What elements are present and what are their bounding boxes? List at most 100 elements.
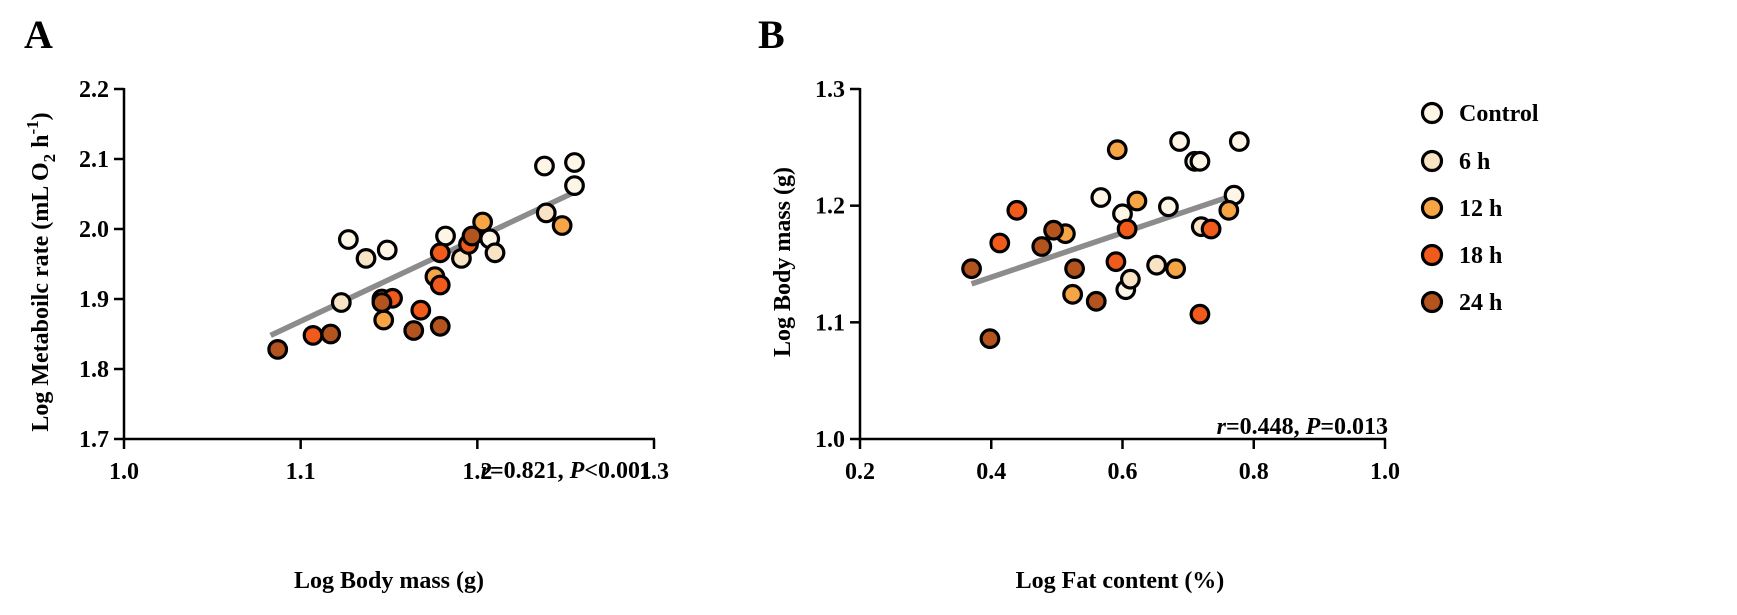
data-point-control xyxy=(1169,131,1190,152)
legend-label: Control xyxy=(1459,101,1539,127)
data-point-24h xyxy=(979,328,1001,350)
legend-item-18h: 18 h xyxy=(1420,243,1502,269)
data-point-12h xyxy=(1126,190,1148,212)
panel-a-y-tick-label: 1.9 xyxy=(79,287,109,313)
data-point-control xyxy=(564,175,585,197)
panel-b-x-tick-label: 0.6 xyxy=(1108,459,1138,485)
legend-marker xyxy=(1420,290,1444,314)
data-point-18h xyxy=(429,242,451,264)
data-point-18h xyxy=(429,274,451,296)
panel-a-fit-line xyxy=(269,188,580,338)
data-point-18h xyxy=(1200,218,1222,240)
data-point-12h xyxy=(1218,199,1240,221)
panel-a-y-tick-label: 1.8 xyxy=(79,357,109,383)
data-point-control xyxy=(337,229,359,250)
data-point-control xyxy=(1158,196,1179,218)
panel-b-x-tick-label: 0.8 xyxy=(1239,459,1269,485)
data-point-12h xyxy=(373,309,395,331)
panel-b-y-tick-label: 1.3 xyxy=(815,77,845,103)
data-point-24h xyxy=(371,292,393,313)
data-point-control xyxy=(376,239,398,261)
panel-b-x-tick-label: 0.2 xyxy=(845,459,875,485)
panel-b: B Log Body mass (g) Log Fat content (%) … xyxy=(758,12,1400,594)
data-point-6h xyxy=(1146,254,1168,276)
panel-a-y-tick-label: 2.1 xyxy=(79,147,109,173)
panel-b-x-tick-label: 0.4 xyxy=(976,459,1006,485)
data-point-24h xyxy=(961,258,982,280)
data-point-6h xyxy=(1119,268,1141,290)
data-point-6h xyxy=(535,202,557,224)
data-point-control xyxy=(534,155,555,177)
data-point-6h xyxy=(355,247,377,269)
legend-item-24h: 24 h xyxy=(1420,290,1502,316)
panel-b-x-axis-label: Log Fat content (%) xyxy=(1016,568,1225,594)
data-point-24h xyxy=(1043,219,1064,241)
legend-label: 6 h xyxy=(1459,149,1490,175)
panel-a-x-tick-label: 1.3 xyxy=(639,459,669,485)
panel-b-tick-labels: 0.2 0.4 0.6 0.8 1.0 1.0 1.1 1.2 1.3 xyxy=(815,77,1400,485)
legend-item-12h: 12 h xyxy=(1420,196,1502,222)
data-point-12h xyxy=(551,215,573,236)
panel-b-y-tick-label: 1.2 xyxy=(815,194,845,220)
data-point-18h xyxy=(410,299,432,321)
panel-b-y-tick-label: 1.1 xyxy=(815,310,845,336)
data-point-control xyxy=(564,152,585,173)
panel-b-y-axis-label: Log Body mass (g) xyxy=(770,167,796,357)
panel-b-y-tick-label: 1.0 xyxy=(815,427,845,453)
data-point-control xyxy=(1189,150,1211,172)
panel-a-points xyxy=(267,152,585,360)
panel-b-axes xyxy=(850,87,1387,449)
panel-a-y-tick-label: 2.2 xyxy=(79,77,109,103)
panel-b-label: B xyxy=(758,12,785,57)
regression-line xyxy=(970,191,1239,287)
data-point-control xyxy=(1228,131,1250,152)
panel-a-label: A xyxy=(24,12,53,57)
panel-a-y-tick-label: 2.0 xyxy=(79,217,109,243)
legend-item-6h: 6 h xyxy=(1420,149,1490,175)
data-point-24h xyxy=(1031,236,1053,257)
data-point-12h xyxy=(1106,139,1128,161)
data-point-24h xyxy=(1085,290,1107,312)
data-point-control xyxy=(435,225,456,247)
data-point-18h xyxy=(1006,199,1028,221)
data-point-24h xyxy=(320,323,342,345)
svg-text:Log Metaboilc rate (mL O2 h-1: Log Metaboilc rate (mL O2 h-1) xyxy=(23,112,59,431)
panel-a-y-tick-label: 1.7 xyxy=(79,427,109,453)
panel-b-stat-annotation: r=0.448, P=0.013 xyxy=(1217,414,1388,440)
legend-marker xyxy=(1420,149,1444,173)
legend-marker xyxy=(1420,196,1444,220)
panel-a: A Log Metaboilc rate (mL O2 h-1) Log Bod… xyxy=(23,12,669,594)
data-point-24h xyxy=(461,225,483,247)
data-point-24h xyxy=(1064,258,1085,280)
data-point-18h xyxy=(1189,303,1211,325)
legend: Control 6 h 12 h 18 h 24 h xyxy=(1420,101,1539,316)
panel-b-points xyxy=(961,131,1250,350)
panel-b-fit-line xyxy=(970,191,1239,287)
panel-a-axes xyxy=(114,87,656,449)
data-point-12h xyxy=(1062,283,1084,305)
panel-a-x-tick-label: 1.2 xyxy=(462,459,492,485)
data-point-12h xyxy=(1165,258,1187,280)
panel-a-stat-annotation: r=0.821, P<0.001 xyxy=(481,458,652,484)
panel-a-tick-labels: 1.0 1.1 1.2 1.3 1.7 1.8 1.9 2.0 2.1 2.2 xyxy=(79,77,669,485)
data-point-18h xyxy=(1105,251,1127,273)
legend-label: 24 h xyxy=(1459,290,1502,316)
data-point-18h xyxy=(1116,218,1138,240)
data-point-24h xyxy=(403,320,425,341)
data-point-24h xyxy=(267,339,289,360)
data-point-18h xyxy=(989,232,1011,254)
data-point-12h xyxy=(472,211,494,233)
data-point-24h xyxy=(429,315,451,337)
legend-label: 12 h xyxy=(1459,196,1502,222)
legend-marker xyxy=(1420,243,1444,267)
data-point-6h xyxy=(484,242,506,264)
data-point-6h xyxy=(330,292,352,313)
panel-a-y-axis-label: Log Metaboilc rate (mL O2 h-1) xyxy=(23,112,59,431)
panel-a-x-axis-label: Log Body mass (g) xyxy=(294,568,484,594)
legend-label: 18 h xyxy=(1459,243,1502,269)
panel-a-x-tick-label: 1.0 xyxy=(109,459,139,485)
data-point-control xyxy=(1090,187,1112,208)
legend-item-control: Control xyxy=(1420,101,1539,127)
panel-a-x-tick-label: 1.1 xyxy=(286,459,316,485)
